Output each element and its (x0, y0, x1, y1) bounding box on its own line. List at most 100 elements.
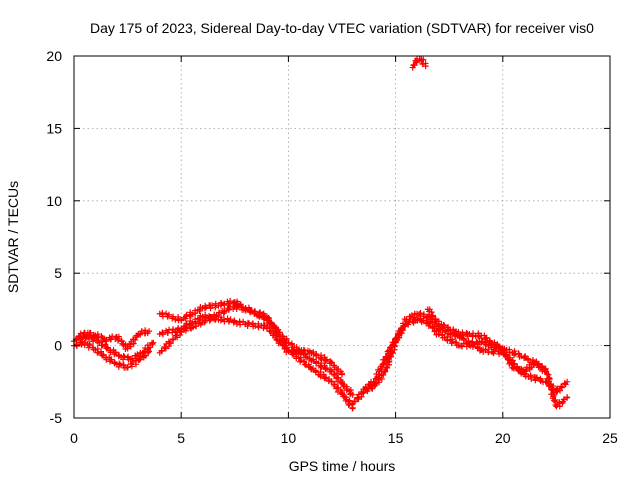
trail-marker (377, 365, 384, 372)
data-point (435, 320, 442, 327)
trail-marker (192, 310, 199, 317)
data-point (531, 359, 538, 366)
axis-ticks (73, 55, 611, 419)
data-point (306, 348, 313, 355)
trail-marker (212, 315, 219, 322)
data-point (285, 339, 292, 346)
data-point (221, 307, 228, 314)
series-satellite-track-f (156, 312, 345, 378)
data-point (113, 333, 120, 340)
y-tick-label: 0 (54, 338, 62, 354)
trail-marker (558, 384, 565, 391)
trail-marker (234, 300, 241, 307)
data-point (96, 339, 103, 346)
data-point (103, 354, 110, 361)
trail-marker (118, 338, 125, 345)
trail-marker (276, 329, 283, 336)
trail-marker (279, 332, 286, 339)
trail-marker (227, 297, 234, 304)
data-point (263, 316, 270, 323)
trail-marker (138, 328, 145, 335)
trail-marker (279, 341, 286, 348)
trail-marker (417, 310, 424, 317)
data-point (328, 359, 335, 366)
trail-marker (323, 356, 330, 363)
trail-marker (534, 374, 541, 381)
data-point (156, 349, 163, 356)
trail-marker (466, 331, 473, 337)
data-point (107, 346, 114, 353)
trail-marker (183, 320, 190, 327)
trail-marker (237, 301, 244, 308)
data-point (242, 304, 249, 311)
data-point (424, 319, 431, 326)
trail-marker (301, 359, 308, 366)
data-point (274, 336, 281, 343)
trail-marker (486, 337, 493, 344)
data-point (381, 368, 388, 375)
data-points (71, 55, 571, 412)
trail-marker (87, 329, 94, 336)
data-point (199, 304, 206, 311)
data-point (349, 400, 356, 407)
data-point (124, 364, 131, 371)
data-point (150, 339, 157, 346)
data-point (139, 349, 146, 356)
trail-marker (551, 397, 558, 404)
trail-marker (399, 327, 406, 334)
series-satellite-track-i (424, 306, 549, 376)
y-tick-label: 20 (46, 48, 62, 64)
trail-marker (166, 311, 173, 318)
y-tick-label: 5 (54, 265, 62, 281)
trail-marker (428, 313, 435, 320)
trail-marker (550, 393, 557, 400)
data-point (75, 335, 82, 342)
trail-marker (227, 316, 234, 323)
data-point (178, 325, 185, 332)
data-point (199, 313, 206, 320)
trail-marker (182, 324, 189, 331)
data-point (221, 300, 228, 307)
series-outlier-track (409, 55, 429, 71)
x-tick-label: 15 (388, 430, 404, 446)
trail-marker (528, 364, 535, 371)
data-point (564, 378, 571, 385)
x-tick-labels: 0 5 10 15 20 25 (70, 430, 618, 446)
chart-title: Day 175 of 2023, Sidereal Day-to-day VTE… (90, 20, 594, 36)
data-point (360, 386, 367, 393)
series-satellite-track-c (75, 332, 157, 363)
trail-marker (476, 347, 483, 354)
data-point (409, 64, 416, 71)
trail-marker (546, 382, 553, 389)
trail-marker (173, 332, 180, 339)
data-point (424, 306, 431, 313)
trail-marker (483, 334, 490, 341)
trail-marker (237, 321, 244, 328)
trail-marker (395, 331, 402, 338)
trail-marker (196, 308, 203, 315)
data-point (564, 394, 571, 401)
data-point (118, 354, 125, 361)
grid-lines (74, 56, 610, 418)
trail-marker (182, 315, 189, 322)
data-point (339, 371, 345, 378)
data-point (92, 346, 99, 353)
data-point (392, 335, 399, 342)
data-point (339, 390, 345, 397)
trail-marker (382, 353, 389, 360)
trail-marker (162, 344, 169, 351)
trail-marker (304, 354, 311, 361)
trail-marker (169, 313, 176, 320)
plot-frame (73, 55, 611, 419)
trail-marker (217, 317, 224, 324)
data-point (156, 310, 163, 317)
series-satellite-track-b (71, 338, 153, 371)
trail-marker (231, 317, 238, 324)
trail-marker (475, 333, 482, 340)
trail-marker (300, 350, 307, 357)
x-tick-label: 5 (177, 430, 185, 446)
trail-marker (317, 355, 324, 362)
data-point (553, 403, 560, 410)
data-point (146, 328, 153, 335)
trail-marker (528, 375, 535, 382)
